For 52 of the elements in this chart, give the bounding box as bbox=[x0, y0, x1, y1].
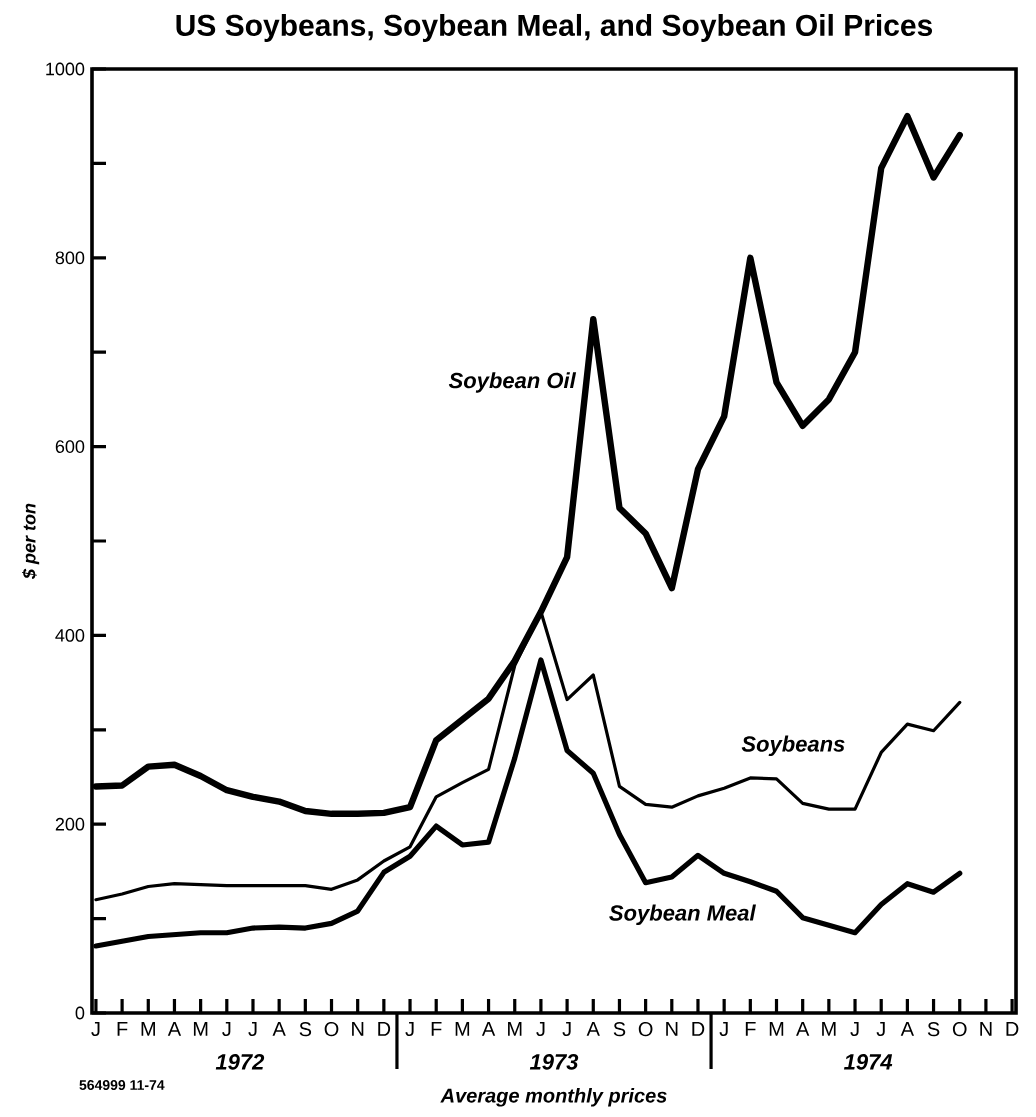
x-tick-label: O bbox=[952, 1022, 967, 1037]
text: 1974 bbox=[843, 1054, 893, 1070]
text: 564999 11-74 bbox=[79, 1080, 165, 1090]
x-tick-label: N bbox=[352, 1022, 364, 1036]
x-tick-label: M bbox=[193, 1022, 208, 1036]
series-label: Soybean Meal bbox=[609, 904, 756, 926]
x-tick-label: D bbox=[692, 1022, 705, 1036]
x-tick-label: J bbox=[536, 1022, 545, 1037]
y-axis-title: $ per ton bbox=[22, 503, 40, 580]
x-axis-title: Average monthly prices bbox=[440, 1087, 667, 1107]
x-tick-label: D bbox=[1006, 1022, 1019, 1036]
y-tick-label: 600 bbox=[55, 440, 85, 453]
text: 1972 bbox=[215, 1054, 265, 1070]
x-tick-label: M bbox=[141, 1022, 155, 1036]
x-tick-label: J bbox=[248, 1022, 257, 1037]
x-tick-label: J bbox=[850, 1022, 859, 1037]
x-tick-label: M bbox=[455, 1022, 470, 1036]
x-tick-label: A bbox=[167, 1022, 182, 1036]
chart-title: US Soybeans, Soybean Meal, and Soybean Oil Prices bbox=[176, 13, 933, 42]
x-tick-label: J bbox=[222, 1022, 231, 1037]
y-tick-label: 200 bbox=[55, 817, 85, 831]
x-tick-label: A bbox=[272, 1022, 286, 1036]
x-tick-label: M bbox=[508, 1022, 522, 1036]
x-tick-label: J bbox=[876, 1022, 885, 1037]
y-tick-label: 400 bbox=[55, 629, 85, 642]
x-tick-label: A bbox=[481, 1022, 496, 1036]
x-tick-label: J bbox=[562, 1022, 571, 1037]
x-tick-label: N bbox=[980, 1022, 992, 1036]
y-tick-label: 1000 bbox=[46, 62, 85, 76]
y-tick-label: 0 bbox=[75, 1006, 85, 1020]
x-tick-label: S bbox=[927, 1022, 940, 1037]
x-tick-label: A bbox=[586, 1022, 600, 1036]
x-tick-label: A bbox=[900, 1022, 915, 1036]
x-tick-label: F bbox=[117, 1022, 128, 1036]
x-tick-label: N bbox=[666, 1022, 678, 1036]
x-tick-label: J bbox=[405, 1022, 414, 1037]
text: 1973 bbox=[529, 1054, 579, 1070]
x-tick-label: S bbox=[299, 1022, 312, 1037]
y-tick-label: 800 bbox=[55, 251, 85, 265]
x-tick-label: O bbox=[324, 1022, 339, 1037]
x-tick-label: F bbox=[431, 1022, 442, 1036]
x-tick-label: A bbox=[796, 1022, 810, 1036]
x-tick-label: F bbox=[745, 1022, 756, 1036]
x-tick-label: J bbox=[719, 1022, 728, 1037]
x-tick-label: D bbox=[378, 1022, 391, 1036]
series-label: Soybean Oil bbox=[448, 372, 577, 393]
x-tick-label: J bbox=[91, 1022, 100, 1037]
x-tick-label: S bbox=[613, 1022, 626, 1037]
x-tick-label: M bbox=[822, 1022, 836, 1036]
x-tick-label: M bbox=[769, 1022, 784, 1036]
x-tick-label: O bbox=[638, 1022, 653, 1037]
series-label: Soybeans bbox=[741, 735, 845, 757]
